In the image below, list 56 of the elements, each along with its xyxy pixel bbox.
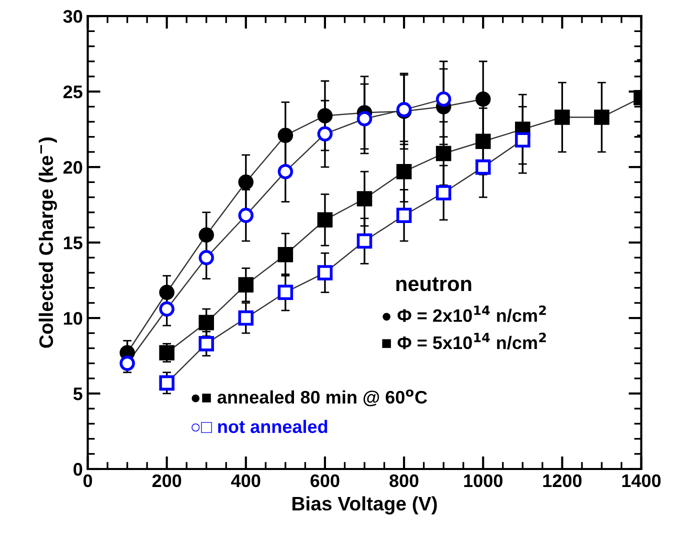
y-tick-label: 25 — [63, 86, 82, 98]
point — [396, 208, 412, 224]
point — [475, 134, 491, 150]
point — [475, 91, 491, 107]
point — [356, 111, 372, 126]
y-tick-label: 20 — [63, 160, 82, 174]
y-tick-label: 10 — [64, 312, 82, 325]
point — [238, 208, 254, 224]
point — [120, 356, 135, 371]
point — [238, 277, 254, 292]
annotation: ●■ annealed 80 min @ 60$^{o}$C — [192, 389, 428, 406]
x-tick-label: 200 — [152, 474, 182, 488]
x-tick-label: 400 — [231, 474, 260, 488]
y-tick-label: 5 — [73, 388, 82, 400]
point — [317, 265, 333, 280]
annotation: ■ Φ = 5x10$^{14}$ n/cm$^{2}$ — [382, 332, 546, 350]
point — [436, 146, 452, 162]
annotation: ○□ not annealed — [192, 420, 328, 434]
point — [436, 91, 452, 107]
y-tick-label: 30 — [63, 10, 82, 23]
annotation: neutron — [396, 277, 472, 292]
point — [278, 128, 294, 143]
y-tick-label: 15 — [64, 236, 82, 250]
point — [159, 301, 174, 317]
point — [475, 159, 491, 175]
point — [594, 110, 610, 125]
y-axis-title: Collected Charge (ke$^{−}$) — [38, 138, 57, 348]
point — [198, 227, 214, 243]
x-axis-title: Bias Voltage (V) — [292, 496, 437, 514]
point — [278, 284, 294, 300]
point — [515, 132, 530, 148]
point — [317, 212, 333, 228]
point — [396, 164, 412, 180]
point — [198, 314, 214, 330]
point — [356, 191, 372, 206]
point — [436, 185, 452, 200]
point — [317, 126, 333, 142]
point — [278, 164, 294, 180]
point — [238, 310, 254, 326]
point — [278, 246, 294, 262]
point — [159, 284, 174, 300]
x-tick-label: 1000 — [464, 474, 502, 488]
y-tick-label: 0 — [74, 462, 82, 476]
point — [317, 108, 333, 124]
x-tick-label: 1200 — [543, 474, 582, 488]
point — [159, 375, 174, 391]
x-tick-label: 800 — [390, 474, 418, 488]
x-tick-label: 0 — [83, 474, 92, 488]
point — [198, 250, 214, 266]
x-tick-label: 600 — [310, 474, 340, 488]
point — [356, 233, 372, 249]
x-tick-label: 1400 — [622, 474, 661, 488]
point — [554, 110, 570, 125]
annotation: ● Φ = 2x10$^{14}$ n/cm$^{2}$ — [382, 306, 546, 322]
point — [198, 336, 214, 352]
point — [238, 174, 254, 190]
